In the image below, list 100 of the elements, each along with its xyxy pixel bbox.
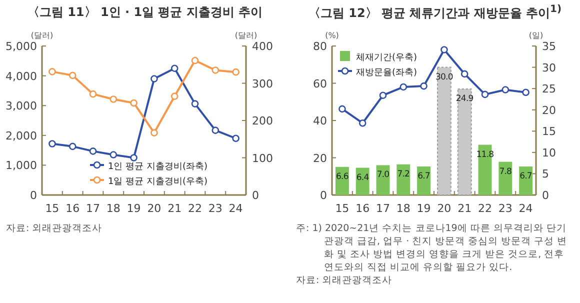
x-tick-label: 23 (208, 202, 222, 215)
data-label: 6.6 (336, 172, 348, 182)
legend-label: 1일 평균 지출경비(우축) (108, 177, 208, 187)
y-tick-label: 20 (313, 152, 327, 165)
y-axis-title: (달러) (30, 31, 54, 40)
y-tick-label: 80 (313, 40, 327, 53)
y2-tick-label: 0 (252, 189, 259, 202)
point (48, 140, 56, 148)
point (338, 105, 346, 113)
y2-tick-label: 0 (542, 189, 549, 202)
point (232, 68, 240, 76)
data-label: 7.0 (376, 170, 390, 180)
point (150, 129, 158, 136)
bar (436, 66, 452, 196)
point (170, 64, 178, 72)
bar (519, 166, 533, 195)
x-tick-label: 24 (518, 202, 533, 215)
point (522, 88, 530, 96)
x-tick-label: 16 (66, 202, 80, 215)
point (400, 83, 408, 91)
legend-label: 1인 평균 지출경비(좌축) (108, 162, 208, 172)
point (130, 99, 138, 107)
point (68, 142, 76, 150)
y-axis-title: (%) (325, 31, 339, 40)
y2-axis-title: (달러) (234, 31, 258, 40)
point (48, 68, 56, 76)
y-tick-label: 60 (313, 77, 327, 90)
x-tick-label: 22 (188, 202, 202, 215)
point (232, 134, 240, 142)
point (460, 70, 468, 78)
point (212, 66, 220, 74)
text: 자료: 외래관광객조사 (6, 222, 104, 235)
x-tick-label: 19 (416, 202, 431, 215)
point (89, 90, 97, 98)
y-tick-label: 5,000 (6, 40, 37, 53)
point (110, 96, 118, 103)
bar (396, 164, 410, 195)
y2-tick-label: 25 (542, 82, 556, 96)
y-tick-label: 0 (320, 189, 327, 202)
x-tick-label: 18 (106, 202, 120, 215)
chart-title: 〈그림 11〉 1인 · 1일 평균 지출경비 추이 (26, 4, 264, 21)
point (170, 92, 178, 100)
point (89, 148, 97, 155)
point (212, 126, 220, 134)
data-label: 6.7 (418, 171, 430, 182)
y2-tick-label: 400 (252, 40, 273, 53)
x-tick-label: 18 (396, 202, 410, 215)
x-tick-label: 16 (356, 202, 370, 215)
bar (417, 166, 431, 195)
x-tick-label: 23 (498, 202, 512, 215)
point (440, 46, 448, 54)
point (379, 92, 387, 100)
point (420, 82, 428, 90)
bar (498, 162, 512, 195)
text: 자료: 외래관광객조사 (296, 274, 394, 287)
legend-label: 체재기간(우축) (356, 53, 418, 63)
y2-tick-label: 20 (542, 104, 556, 117)
x-tick-label: 20 (147, 202, 162, 215)
y2-tick-label: 200 (252, 114, 273, 128)
x-tick-label: 20 (437, 202, 452, 215)
point (150, 75, 158, 82)
point (502, 86, 510, 94)
text: 주: 1) 2020~21년 수치는 코로나19에 따른 의무격리와 단기 관광객 급감, 업무 · 친지 방문객 중심의 방문객 구성 변화 및 조사 방법 변경의 영향을 크게 받은 것으로, 전후 연도와의 직접 비교에 유의할 필요가 있다. (296, 222, 568, 274)
point (130, 154, 138, 162)
data-label: 7.8 (499, 166, 512, 177)
y2-axis-title: (일) (528, 31, 544, 40)
chart-title: 〈그림 12〉 평균 체류기간과 재방문율 추이$^{1)}$ (307, 4, 563, 22)
point (110, 151, 118, 158)
point (358, 119, 366, 127)
x-tick-label: 15 (45, 202, 60, 215)
y2-tick-label: 300 (252, 77, 273, 90)
point (481, 90, 489, 98)
y-tick-label: 40 (313, 114, 327, 128)
x-tick-label: 15 (335, 202, 350, 215)
x-tick-label: 21 (458, 202, 472, 215)
y-tick-label: 2,000 (6, 129, 37, 142)
y-tick-label: 0 (30, 189, 37, 202)
y2-tick-label: 100 (252, 152, 273, 165)
point (68, 72, 76, 80)
y-tick-label: 1,000 (6, 159, 37, 172)
x-tick-label: 19 (126, 202, 141, 215)
y2-tick-label: 15 (542, 125, 556, 138)
y-tick-label: 3,000 (6, 100, 37, 113)
bar (457, 88, 472, 196)
x-tick-label: 17 (86, 202, 100, 215)
point (191, 56, 199, 64)
y2-tick-label: 5 (542, 168, 549, 181)
legend-label: 재방문율(좌축) (356, 68, 418, 78)
y2-tick-label: 30 (542, 61, 556, 74)
y2-tick-label: 10 (542, 146, 556, 160)
data-label: 7.2 (397, 169, 410, 180)
x-tick-label: 21 (168, 202, 182, 215)
data-label: 6.7 (520, 171, 532, 182)
data-label: 24.9 (456, 94, 474, 104)
point (191, 100, 199, 108)
x-tick-label: 22 (478, 202, 492, 215)
x-tick-label: 17 (376, 202, 390, 215)
data-label: 30.0 (436, 72, 453, 82)
data-label: 6.4 (356, 172, 369, 183)
y2-tick-label: 35 (542, 40, 556, 53)
